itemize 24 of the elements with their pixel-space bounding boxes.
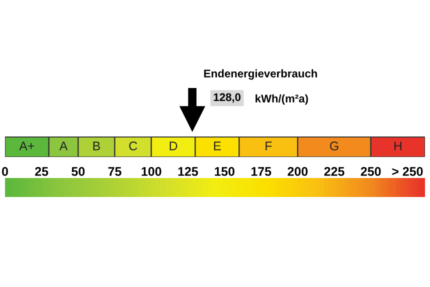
x-tick-label: > 250 xyxy=(392,167,423,176)
series-label: C xyxy=(129,142,138,150)
x-tick-label: 0 xyxy=(2,167,8,176)
series-label: B xyxy=(93,142,100,150)
series-label: A+ xyxy=(19,142,34,150)
x-tick-label: 125 xyxy=(178,167,198,176)
x-tick-label: 50 xyxy=(72,167,85,176)
x-tick-label: 100 xyxy=(142,167,162,176)
x-tick-label: 75 xyxy=(108,167,122,176)
series-label: H xyxy=(394,142,402,150)
x-tick-label: 175 xyxy=(251,167,272,176)
series-label: D xyxy=(170,142,178,150)
text: 128,0 xyxy=(214,93,240,103)
x-tick-label: 200 xyxy=(288,167,308,176)
x-tick-label: 250 xyxy=(360,167,381,176)
x-tick-label: 150 xyxy=(214,167,234,176)
ref-line-label: Endenergieverbrauch xyxy=(204,69,317,80)
series-label: F xyxy=(266,142,272,150)
series-label: A xyxy=(59,142,68,150)
text: kWh/(m²a) xyxy=(256,94,308,105)
x-tick-label: 25 xyxy=(35,167,48,176)
x-tick-label: 225 xyxy=(324,167,344,176)
series-label: G xyxy=(330,142,338,150)
series-label: E xyxy=(214,142,221,150)
